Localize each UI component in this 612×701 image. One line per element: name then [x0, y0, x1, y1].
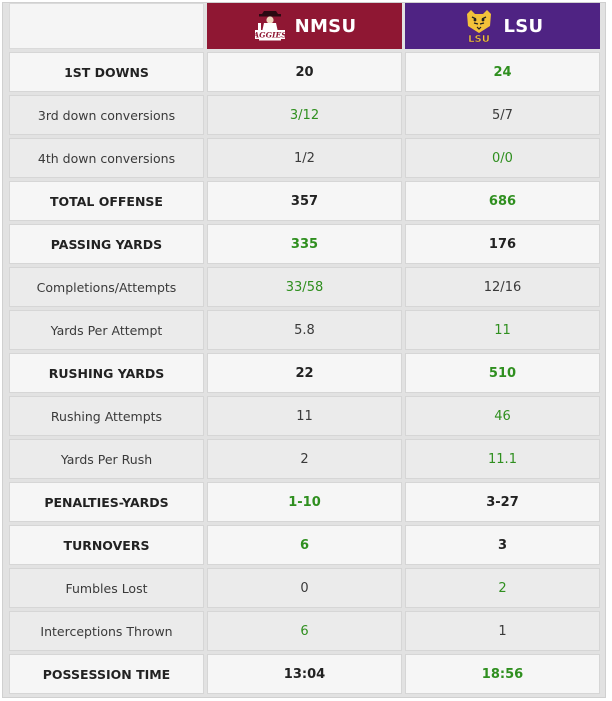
table-row: 4th down conversions 1/2 0/0 [9, 138, 600, 178]
table-row: Rushing Attempts 11 46 [9, 396, 600, 436]
team-header-nmsu: AGGIES NMSU [207, 3, 402, 49]
stat-value-nmsu: 0 [207, 568, 402, 608]
table-row: PASSING YARDS 335 176 [9, 224, 600, 264]
stat-label: Completions/Attempts [9, 267, 204, 307]
stat-value-nmsu: 33/58 [207, 267, 402, 307]
svg-text:AGGIES: AGGIES [253, 31, 287, 40]
stat-value-lsu: 12/16 [405, 267, 600, 307]
stat-value-lsu: 46 [405, 396, 600, 436]
table-row: PENALTIES-YARDS 1-10 3-27 [9, 482, 600, 522]
stat-label: RUSHING YARDS [9, 353, 204, 393]
stat-value-lsu: 1 [405, 611, 600, 651]
table-row: RUSHING YARDS 22 510 [9, 353, 600, 393]
stat-value-nmsu: 3/12 [207, 95, 402, 135]
stat-value-lsu: 24 [405, 52, 600, 92]
table-row: Fumbles Lost 0 2 [9, 568, 600, 608]
stat-value-nmsu: 5.8 [207, 310, 402, 350]
stat-value-nmsu: 6 [207, 525, 402, 565]
stat-value-lsu: 510 [405, 353, 600, 393]
stat-value-nmsu: 335 [207, 224, 402, 264]
stat-value-lsu: 0/0 [405, 138, 600, 178]
stat-label: TURNOVERS [9, 525, 204, 565]
stat-label: TOTAL OFFENSE [9, 181, 204, 221]
team-stats-table: AGGIES NMSU LSU LSU 1 [2, 2, 606, 698]
team-header-lsu: LSU LSU [405, 3, 600, 49]
stat-value-lsu: 176 [405, 224, 600, 264]
stat-label: POSSESSION TIME [9, 654, 204, 694]
stat-label: 1ST DOWNS [9, 52, 204, 92]
table-row: 1ST DOWNS 20 24 [9, 52, 600, 92]
stat-value-lsu: 686 [405, 181, 600, 221]
table-row: 3rd down conversions 3/12 5/7 [9, 95, 600, 135]
stat-label: Rushing Attempts [9, 396, 204, 436]
stat-value-nmsu: 1-10 [207, 482, 402, 522]
team-name-lsu: LSU [503, 15, 544, 37]
stat-value-lsu: 5/7 [405, 95, 600, 135]
header-blank-cell [9, 3, 204, 49]
stat-label: PENALTIES-YARDS [9, 482, 204, 522]
stat-value-nmsu: 1/2 [207, 138, 402, 178]
stat-label: Yards Per Attempt [9, 310, 204, 350]
svg-text:LSU: LSU [468, 34, 490, 44]
stat-value-nmsu: 22 [207, 353, 402, 393]
stat-label: 4th down conversions [9, 138, 204, 178]
stat-value-nmsu: 13:04 [207, 654, 402, 694]
stat-label: Interceptions Thrown [9, 611, 204, 651]
aggies-logo-icon: AGGIES [253, 8, 287, 44]
lsu-tiger-logo-icon: LSU [462, 8, 496, 44]
stat-value-nmsu: 20 [207, 52, 402, 92]
table-row: POSSESSION TIME 13:04 18:56 [9, 654, 600, 694]
stat-value-lsu: 18:56 [405, 654, 600, 694]
table-row: TURNOVERS 6 3 [9, 525, 600, 565]
stat-value-nmsu: 2 [207, 439, 402, 479]
stat-value-lsu: 11 [405, 310, 600, 350]
stat-value-lsu: 11.1 [405, 439, 600, 479]
table-row: TOTAL OFFENSE 357 686 [9, 181, 600, 221]
stat-label: Fumbles Lost [9, 568, 204, 608]
table-row: Completions/Attempts 33/58 12/16 [9, 267, 600, 307]
table-row: Interceptions Thrown 6 1 [9, 611, 600, 651]
stat-value-nmsu: 11 [207, 396, 402, 436]
stat-value-lsu: 3-27 [405, 482, 600, 522]
stat-value-lsu: 3 [405, 525, 600, 565]
table-row: Yards Per Attempt 5.8 11 [9, 310, 600, 350]
stat-value-nmsu: 357 [207, 181, 402, 221]
stat-value-nmsu: 6 [207, 611, 402, 651]
team-name-nmsu: NMSU [294, 15, 357, 37]
stat-label: PASSING YARDS [9, 224, 204, 264]
table-header: AGGIES NMSU LSU LSU [9, 3, 600, 49]
stat-label: 3rd down conversions [9, 95, 204, 135]
table-row: Yards Per Rush 2 11.1 [9, 439, 600, 479]
stat-label: Yards Per Rush [9, 439, 204, 479]
stat-value-lsu: 2 [405, 568, 600, 608]
